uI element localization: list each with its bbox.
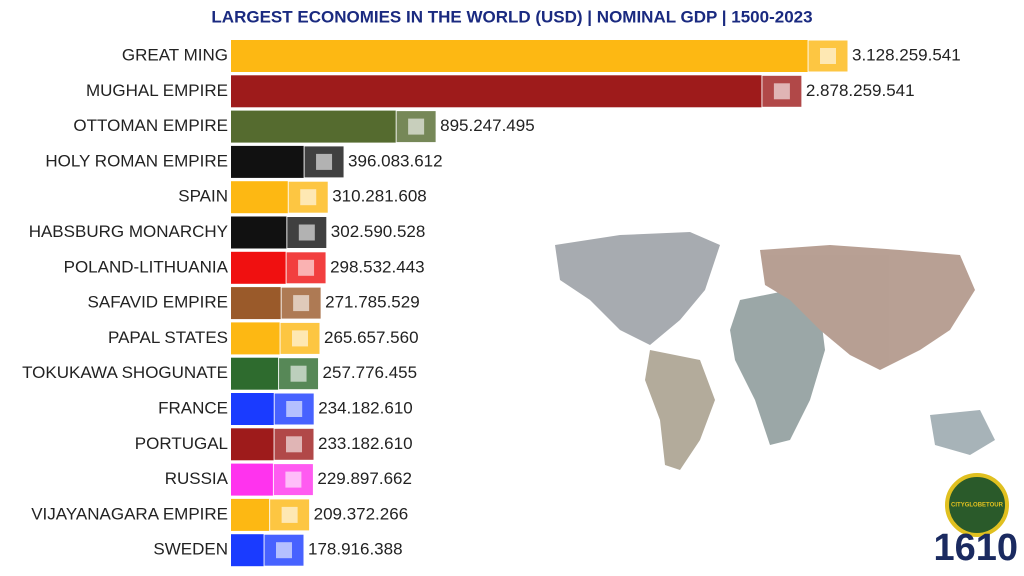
flag-emblem <box>281 506 298 523</box>
value-label: 396.083.612 <box>348 151 443 170</box>
bar <box>231 428 275 461</box>
bar <box>231 393 275 425</box>
logo-circle <box>945 473 1009 537</box>
bar <box>231 216 287 249</box>
category-label: GREAT MING <box>122 45 228 64</box>
bar <box>231 498 270 531</box>
value-label: 233.182.610 <box>318 434 413 453</box>
category-label: PAPAL STATES <box>108 328 228 347</box>
category-label: RUSSIA <box>165 469 229 488</box>
flag-emblem <box>293 295 310 312</box>
category-label: SAFAVID EMPIRE <box>88 293 228 312</box>
bar <box>231 145 305 178</box>
flag-emblem <box>408 118 425 135</box>
category-label: VIJAYANAGARA EMPIRE <box>31 504 228 523</box>
category-label: SPAIN <box>178 187 228 206</box>
category-label: FRANCE <box>158 398 228 417</box>
logo: CITYGLOBETOUR <box>945 473 1009 537</box>
bar <box>231 75 762 108</box>
value-label: 2.878.259.541 <box>806 81 915 100</box>
value-label: 298.532.443 <box>330 257 425 276</box>
flag-emblem <box>316 153 333 170</box>
flag-emblem <box>286 401 303 417</box>
map-eurasia <box>760 245 975 370</box>
map-australia <box>930 410 995 455</box>
value-label: 302.590.528 <box>331 222 426 241</box>
value-label: 209.372.266 <box>314 504 409 523</box>
bar <box>231 251 287 284</box>
value-label: 3.128.259.541 <box>852 45 961 64</box>
flag-emblem <box>290 365 307 382</box>
bar <box>231 534 265 567</box>
category-label: TOKUKAWA SHOGUNATE <box>22 363 228 382</box>
flag-emblem <box>285 471 302 488</box>
flag-emblem <box>300 189 317 206</box>
flag-emblem <box>298 224 315 241</box>
chart-title: LARGEST ECONOMIES IN THE WORLD (USD) | N… <box>211 7 812 26</box>
value-label: 178.916.388 <box>308 540 403 559</box>
value-label: 234.182.610 <box>318 398 413 417</box>
flag-emblem <box>298 259 315 276</box>
bar <box>231 357 279 390</box>
bar <box>231 287 282 320</box>
category-label: HOLY ROMAN EMPIRE <box>45 151 228 170</box>
bar <box>231 110 397 143</box>
map-africa <box>730 290 825 445</box>
map-north-america <box>555 232 720 345</box>
category-label: PORTUGAL <box>135 434 228 453</box>
flag-emblem <box>773 83 790 100</box>
bar <box>231 322 280 355</box>
category-label: OTTOMAN EMPIRE <box>73 116 228 135</box>
bar <box>231 40 808 72</box>
world-map <box>555 232 995 470</box>
category-label: HABSBURG MONARCHY <box>29 222 228 241</box>
flag-emblem <box>276 542 293 559</box>
year-label: 1610 <box>933 527 1018 569</box>
flag-emblem <box>820 48 836 64</box>
flag-emblem <box>286 436 303 453</box>
bar <box>231 463 274 496</box>
value-label: 257.776.455 <box>323 363 418 382</box>
logo-text: CITYGLOBETOUR <box>951 503 1004 509</box>
value-label: 895.247.495 <box>440 116 535 135</box>
category-label: SWEDEN <box>153 540 228 559</box>
category-label: MUGHAL EMPIRE <box>86 81 228 100</box>
flag-emblem <box>291 330 308 347</box>
value-label: 271.785.529 <box>325 293 420 312</box>
value-label: 265.657.560 <box>324 328 419 347</box>
category-label: POLAND-LITHUANIA <box>64 257 229 276</box>
map-south-america <box>645 350 715 470</box>
value-label: 229.897.662 <box>317 469 412 488</box>
value-label: 310.281.608 <box>332 187 427 206</box>
bar <box>231 181 289 214</box>
